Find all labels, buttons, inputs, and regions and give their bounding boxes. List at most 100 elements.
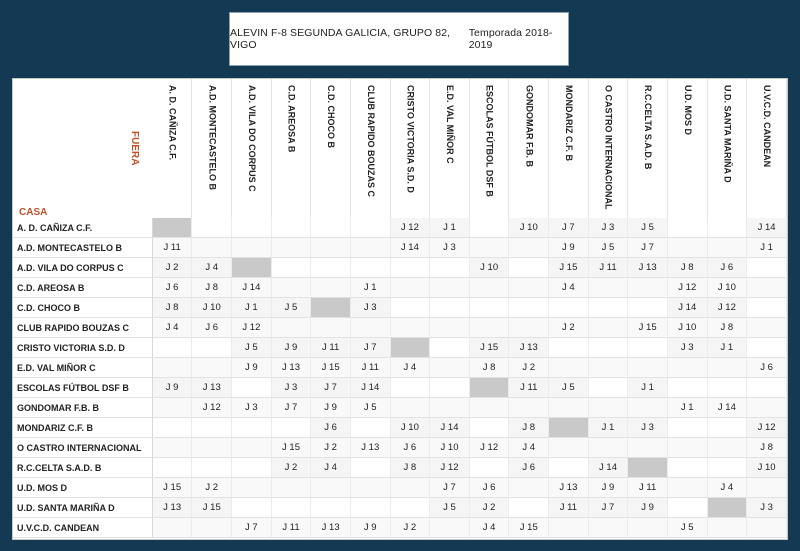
fixture-cell: [152, 457, 193, 478]
fixture-cell: [390, 277, 431, 298]
fixture-cell: J 4: [310, 457, 351, 478]
fixture-cell: J 13: [350, 437, 391, 458]
fixture-cell: J 15: [310, 357, 351, 378]
row-team-name: MONDARIZ C.F. B: [13, 417, 153, 438]
column-header: ESCOLAS FÚTBOL DSF B: [469, 79, 510, 218]
fixture-cell: J 2: [469, 497, 510, 518]
fixture-cell: [152, 397, 193, 418]
diagonal-cell: [548, 417, 589, 438]
fixture-cell: [271, 257, 312, 278]
column-header: CLUB RAPIDO BOUZAS C: [350, 79, 391, 218]
fixture-cell: J 1: [707, 337, 748, 358]
fixture-cell: [390, 257, 431, 278]
fixture-cell: [508, 237, 550, 258]
fixture-cell: J 7: [231, 517, 272, 538]
fixture-cell: [469, 317, 510, 338]
fixture-cell: J 14: [588, 457, 629, 478]
fixture-cell: J 11: [310, 337, 351, 358]
fixture-cell: J 1: [429, 218, 470, 238]
fixture-cell: [310, 317, 351, 338]
column-header: C.D. CHOCO B: [310, 79, 351, 218]
fixture-cell: J 6: [469, 477, 510, 498]
fixture-cell: [310, 237, 351, 258]
fixture-cell: [191, 437, 233, 458]
fixture-cell: J 14: [390, 237, 431, 258]
fixture-cell: [707, 218, 748, 238]
fixture-cell: [390, 377, 431, 398]
fixture-cell: J 5: [429, 497, 470, 518]
fixture-cell: J 2: [390, 517, 431, 538]
row-team-name: E.D. VAL MIÑOR C: [13, 357, 153, 378]
column-header: A.D. VILA DO CORPUS C: [231, 79, 272, 218]
fixture-cell: J 2: [271, 457, 312, 478]
fixture-cell: [429, 297, 470, 318]
fixture-cell: [746, 377, 787, 398]
fixture-cell: [508, 297, 550, 318]
diagonal-cell: [390, 337, 431, 358]
fixture-cell: J 15: [152, 477, 193, 498]
fixture-cell: J 3: [350, 297, 391, 318]
row-team-name: C.D. CHOCO B: [13, 297, 153, 318]
fixture-cell: J 12: [667, 277, 708, 298]
fixture-cell: [707, 357, 748, 378]
column-header-row: A. D. CAÑIZA C.F. A.D. MONTECASTELO B A.…: [13, 79, 787, 218]
fixture-cell: [271, 237, 312, 258]
fixture-cell: [152, 517, 193, 538]
fixture-cell: [350, 237, 391, 258]
fixture-cell: J 7: [548, 218, 589, 238]
fixture-cell: J 4: [152, 317, 193, 338]
fixture-cell: J 5: [350, 397, 391, 418]
fixture-cell: [588, 357, 629, 378]
fixture-cell: [627, 297, 668, 318]
fixture-cell: J 15: [271, 437, 312, 458]
fixture-cell: [548, 337, 589, 358]
fixture-cell: [508, 257, 550, 278]
fixture-cell: J 1: [350, 277, 391, 298]
diagonal-cell: [707, 497, 748, 518]
fixture-grid: A. D. CAÑIZA C.F. A.D. MONTECASTELO B A.…: [13, 79, 787, 538]
fixture-cell: [271, 477, 312, 498]
fixture-cell: [508, 477, 550, 498]
fixture-cell: [390, 497, 431, 518]
fixture-cell: J 14: [231, 277, 272, 298]
fixture-cell: [429, 317, 470, 338]
fixture-cell: J 10: [191, 297, 233, 318]
fixture-cell: [350, 257, 391, 278]
fixture-cell: J 5: [231, 337, 272, 358]
fixture-cell: [508, 497, 550, 518]
diagonal-cell: [429, 357, 470, 378]
column-header: A. D. CAÑIZA C.F.: [152, 79, 193, 218]
fixture-cell: [469, 297, 510, 318]
fixture-cell: J 3: [627, 417, 668, 438]
fixture-cell: J 3: [271, 377, 312, 398]
fixture-cell: [667, 417, 708, 438]
fixture-cell: [231, 377, 272, 398]
fixture-cell: J 10: [746, 457, 787, 478]
fixture-cell: J 7: [310, 377, 351, 398]
fixture-cell: [350, 417, 391, 438]
fixture-cell: J 8: [390, 457, 431, 478]
fixture-cell: J 10: [469, 257, 510, 278]
column-header: R.C.CELTA S.A.D. B: [627, 79, 668, 218]
fixture-cell: [191, 457, 233, 478]
fixture-cell: J 8: [667, 257, 708, 278]
fixture-cell: J 9: [627, 497, 668, 518]
fixture-cell: [508, 277, 550, 298]
column-header: MONDARIZ C.F. B: [548, 79, 589, 218]
fixture-cell: [231, 477, 272, 498]
fixture-cell: J 13: [271, 357, 312, 378]
fixture-cell: [667, 237, 708, 258]
fixture-cell: J 3: [667, 337, 708, 358]
fixture-cell: [469, 397, 510, 418]
fixture-cell: J 9: [588, 477, 629, 498]
fixture-cell: J 11: [627, 477, 668, 498]
fixture-cell: J 7: [350, 337, 391, 358]
fixture-cell: [508, 317, 550, 338]
fixture-cell: J 3: [588, 218, 629, 238]
fixture-cell: [667, 377, 708, 398]
fixture-cell: [350, 497, 391, 518]
